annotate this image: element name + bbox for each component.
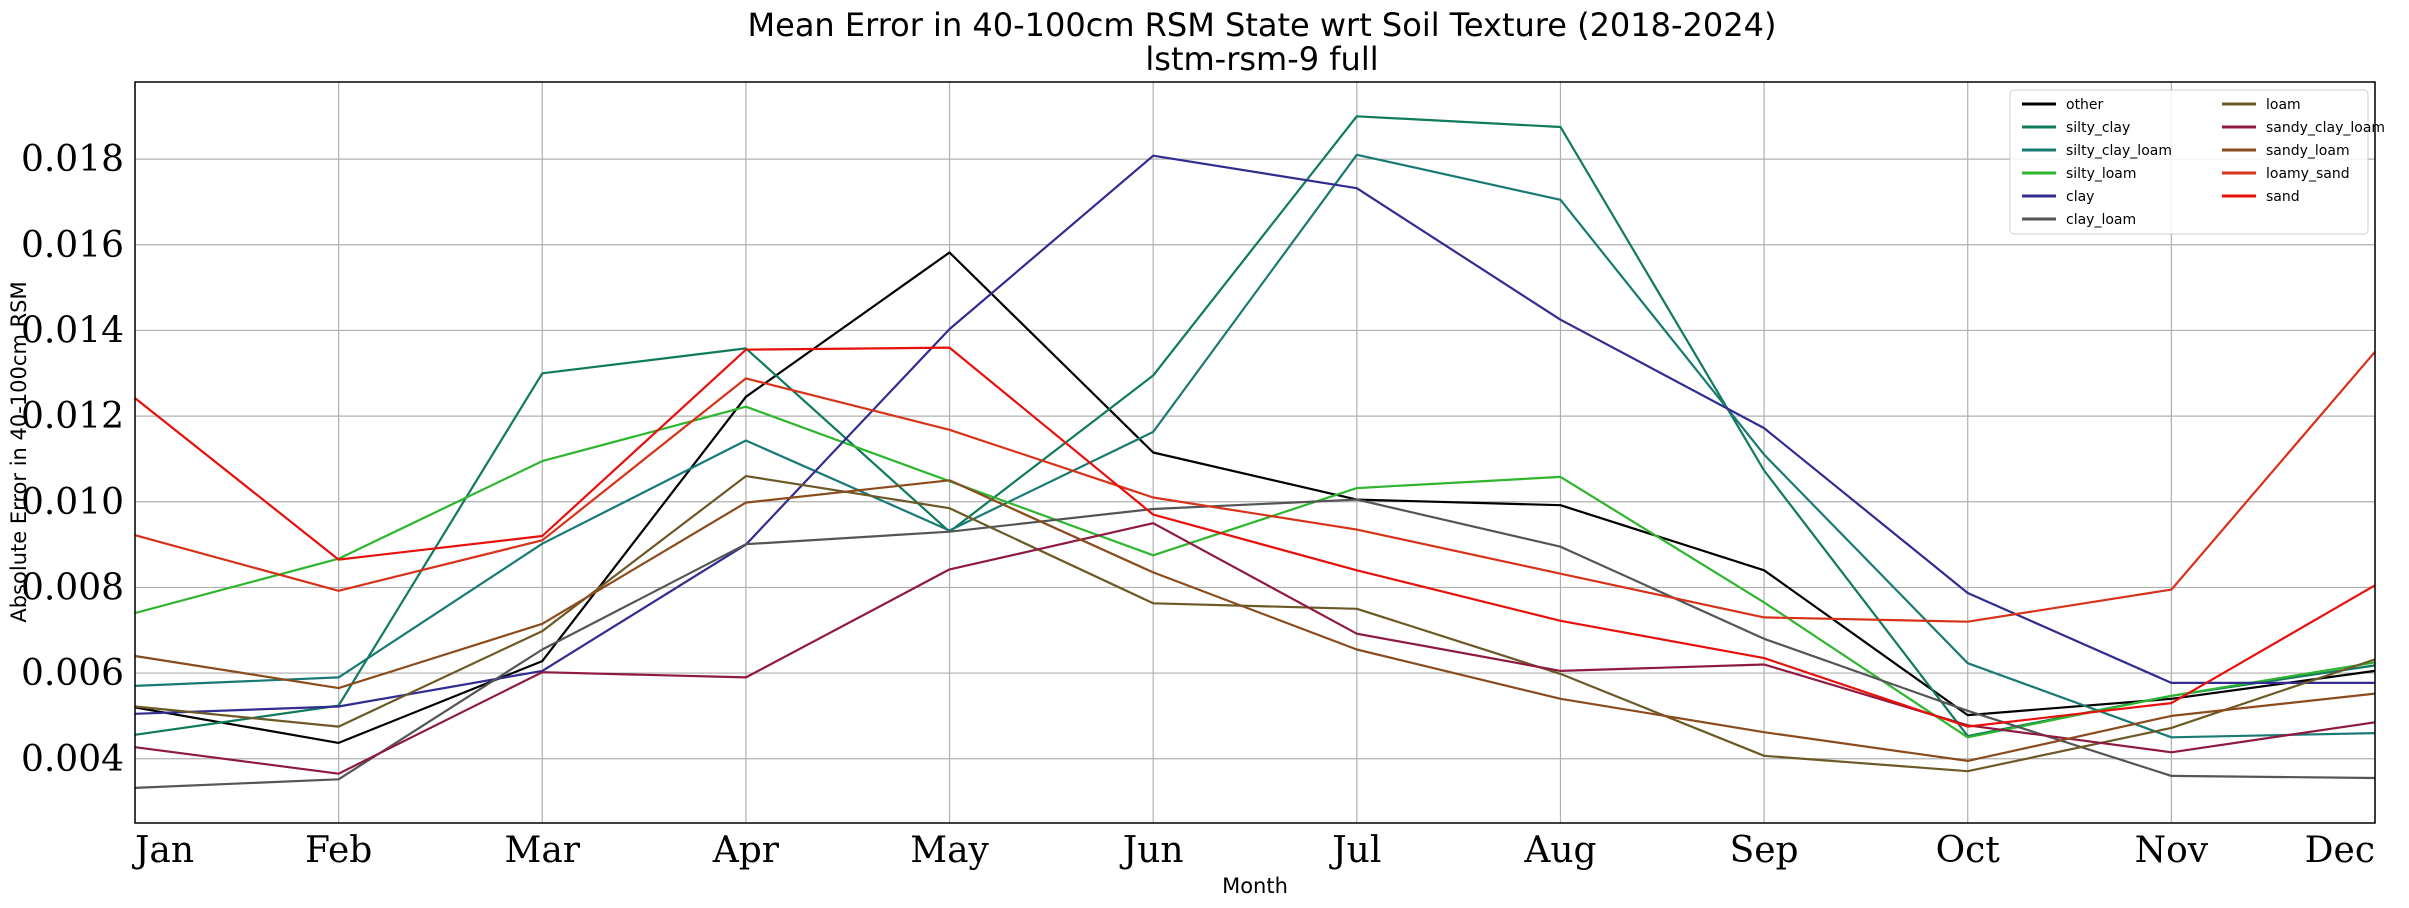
chart-title: Mean Error in 40-100cm RSM State wrt Soi… [748, 6, 1777, 44]
y-tick-label: 0.014 [21, 310, 124, 351]
series-lines [134, 115, 2376, 789]
x-tick-label: Feb [305, 830, 372, 871]
x-tick-label: Dec [2305, 830, 2375, 871]
y-tick-label: 0.010 [21, 482, 124, 523]
legend-label: silty_clay_loam [2066, 143, 2172, 159]
legend-label: silty_loam [2066, 166, 2137, 182]
x-tick-label: Aug [1523, 830, 1596, 871]
series-line-sandy-loam [134, 479, 2376, 763]
x-axis-label: Month [1222, 874, 1288, 898]
x-tick-label: May [910, 830, 989, 871]
legend-label: loamy_sand [2266, 166, 2350, 182]
series-line-sand [134, 346, 2376, 728]
series-line-clay [134, 154, 2375, 715]
series-line-loamy-sand [134, 351, 2376, 623]
legend-label: silty_clay [2066, 120, 2130, 136]
x-tick-label: Jul [1328, 830, 1381, 871]
x-tick-label: Apr [712, 830, 780, 871]
x-tick-label: Oct [1936, 830, 2001, 871]
legend-label: clay [2066, 189, 2094, 205]
y-tick-label: 0.004 [21, 739, 124, 780]
x-tick-label: Nov [2135, 830, 2209, 871]
legend-label: sand [2266, 189, 2300, 205]
legend-box [2009, 89, 2369, 235]
legend: other silty_clay silty_clay_loam silty_loam… [2009, 89, 2385, 235]
chart-subtitle: lstm-rsm-9 full [1145, 40, 1378, 78]
x-tick-label: Mar [504, 830, 580, 871]
y-axis-label: Absolute Error in 40-100cm RSM [7, 281, 31, 622]
series-line-sandy-clay-loam [134, 522, 2376, 775]
series-line-loam [134, 475, 2376, 773]
x-tick-label: Jan [131, 830, 194, 871]
legend-label: sandy_clay_loam [2266, 120, 2385, 136]
legend-label: loam [2266, 97, 2301, 113]
series-line-other [134, 251, 2376, 745]
x-tick-label: Sep [1730, 830, 1799, 871]
y-tick-label: 0.018 [21, 139, 124, 180]
legend-label: clay_loam [2066, 212, 2136, 228]
legend-label: sandy_loam [2266, 143, 2350, 159]
y-tick-label: 0.006 [21, 653, 124, 694]
y-tick-label: 0.016 [21, 225, 124, 266]
x-tick-labels: Jan Feb Mar Apr May Jun Jul Aug Sep Oct Nov Dec [131, 830, 2375, 871]
y-tick-label: 0.012 [21, 396, 124, 437]
x-tick-label: Jun [1119, 830, 1184, 871]
y-tick-labels: 0.004 0.006 0.008 0.010 0.012 0.014 0.016 0.018 [21, 139, 124, 780]
legend-label: other [2066, 97, 2104, 113]
plot-frame [134, 81, 2376, 824]
y-tick-label: 0.008 [21, 567, 124, 608]
series-line-silty-clay-loam [134, 153, 2376, 739]
series-line-silty-loam [134, 405, 2376, 739]
